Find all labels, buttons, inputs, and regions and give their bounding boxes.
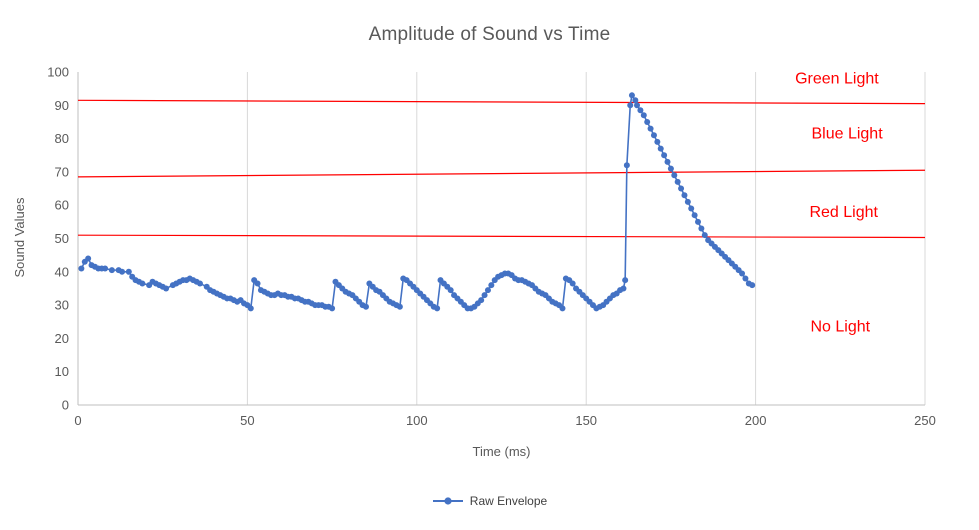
data-point [628, 92, 635, 99]
data-point [678, 185, 685, 192]
data-point [654, 138, 661, 145]
region-label: Red Light [809, 204, 878, 221]
data-point [688, 205, 695, 212]
x-tick-label: 200 [745, 413, 767, 428]
region-label: Green Light [795, 71, 879, 88]
data-point [478, 297, 485, 304]
y-tick-label: 0 [62, 398, 69, 413]
data-point [671, 172, 678, 179]
data-point [102, 265, 109, 272]
region-label: Blue Light [811, 126, 883, 143]
data-point [329, 305, 336, 312]
data-point [661, 152, 668, 159]
data-point [701, 232, 708, 239]
data-point [739, 270, 746, 277]
data-point [139, 280, 146, 287]
data-point [362, 303, 369, 310]
data-point [620, 285, 627, 292]
y-tick-label: 60 [55, 198, 69, 213]
data-point [684, 198, 691, 205]
data-point [742, 275, 749, 282]
x-tick-label: 100 [406, 413, 428, 428]
data-point [396, 303, 403, 310]
y-axis-title: Sound Values [12, 197, 27, 278]
data-point [647, 125, 654, 132]
threshold-line-green-threshold [77, 99, 926, 105]
data-point [108, 267, 115, 274]
data-point [681, 192, 688, 199]
y-tick-label: 100 [47, 65, 69, 80]
region-label: No Light [811, 319, 871, 336]
threshold-line-blue-threshold [77, 169, 926, 178]
data-point [434, 305, 441, 312]
data-point [667, 165, 674, 172]
y-tick-label: 80 [55, 131, 69, 146]
chart-title: Amplitude of Sound vs Time [368, 24, 611, 45]
data-point [640, 112, 647, 119]
data-point [78, 265, 85, 272]
x-tick-label: 50 [240, 413, 254, 428]
threshold-line-red-threshold [77, 234, 926, 239]
legend: Raw Envelope [0, 494, 979, 508]
legend-label: Raw Envelope [469, 494, 548, 508]
legend-marker-icon [432, 497, 463, 505]
y-tick-label: 10 [55, 364, 69, 379]
data-point [447, 287, 454, 294]
data-point [695, 218, 702, 225]
data-point [196, 280, 203, 287]
y-tick-label: 50 [55, 231, 69, 246]
data-point [644, 118, 651, 125]
data-point [85, 255, 92, 262]
x-axis-title: Time (ms) [472, 444, 531, 459]
data-point [481, 292, 488, 299]
x-tick-label: 0 [74, 413, 81, 428]
data-point [634, 102, 641, 109]
x-tick-label: 150 [575, 413, 597, 428]
data-point [488, 282, 495, 289]
y-tick-label: 70 [55, 164, 69, 179]
data-point [569, 280, 576, 287]
data-point [125, 268, 132, 275]
data-point [247, 305, 254, 312]
data-point [664, 158, 671, 165]
y-tick-label: 20 [55, 331, 69, 346]
data-point [484, 287, 491, 294]
data-point [622, 277, 629, 284]
data-point [698, 225, 705, 232]
data-point [637, 107, 644, 114]
data-point [623, 162, 630, 169]
x-tick-label: 250 [914, 413, 936, 428]
data-point [163, 285, 170, 292]
data-point [559, 305, 566, 312]
data-point [254, 280, 261, 287]
data-point [632, 97, 639, 104]
data-point [674, 178, 681, 185]
y-tick-label: 40 [55, 264, 69, 279]
data-point [749, 282, 756, 289]
data-point [657, 145, 664, 152]
data-point [119, 268, 126, 275]
data-point [691, 212, 698, 219]
y-tick-label: 30 [55, 298, 69, 313]
data-point [627, 102, 634, 109]
data-point [650, 132, 657, 139]
y-tick-label: 90 [55, 98, 69, 113]
